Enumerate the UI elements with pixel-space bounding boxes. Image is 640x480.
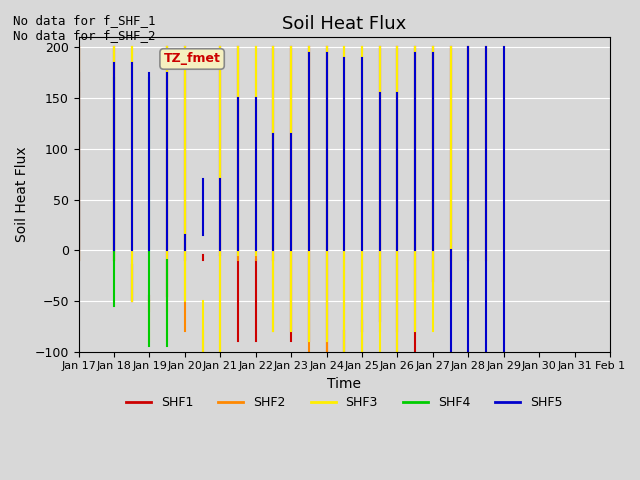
Legend: SHF1, SHF2, SHF3, SHF4, SHF5: SHF1, SHF2, SHF3, SHF4, SHF5 — [121, 391, 568, 414]
Text: TZ_fmet: TZ_fmet — [164, 52, 221, 65]
Y-axis label: Soil Heat Flux: Soil Heat Flux — [15, 146, 29, 242]
Title: Soil Heat Flux: Soil Heat Flux — [282, 15, 406, 33]
X-axis label: Time: Time — [327, 377, 362, 391]
Text: No data for f_SHF_1
No data for f_SHF_2: No data for f_SHF_1 No data for f_SHF_2 — [13, 14, 156, 42]
